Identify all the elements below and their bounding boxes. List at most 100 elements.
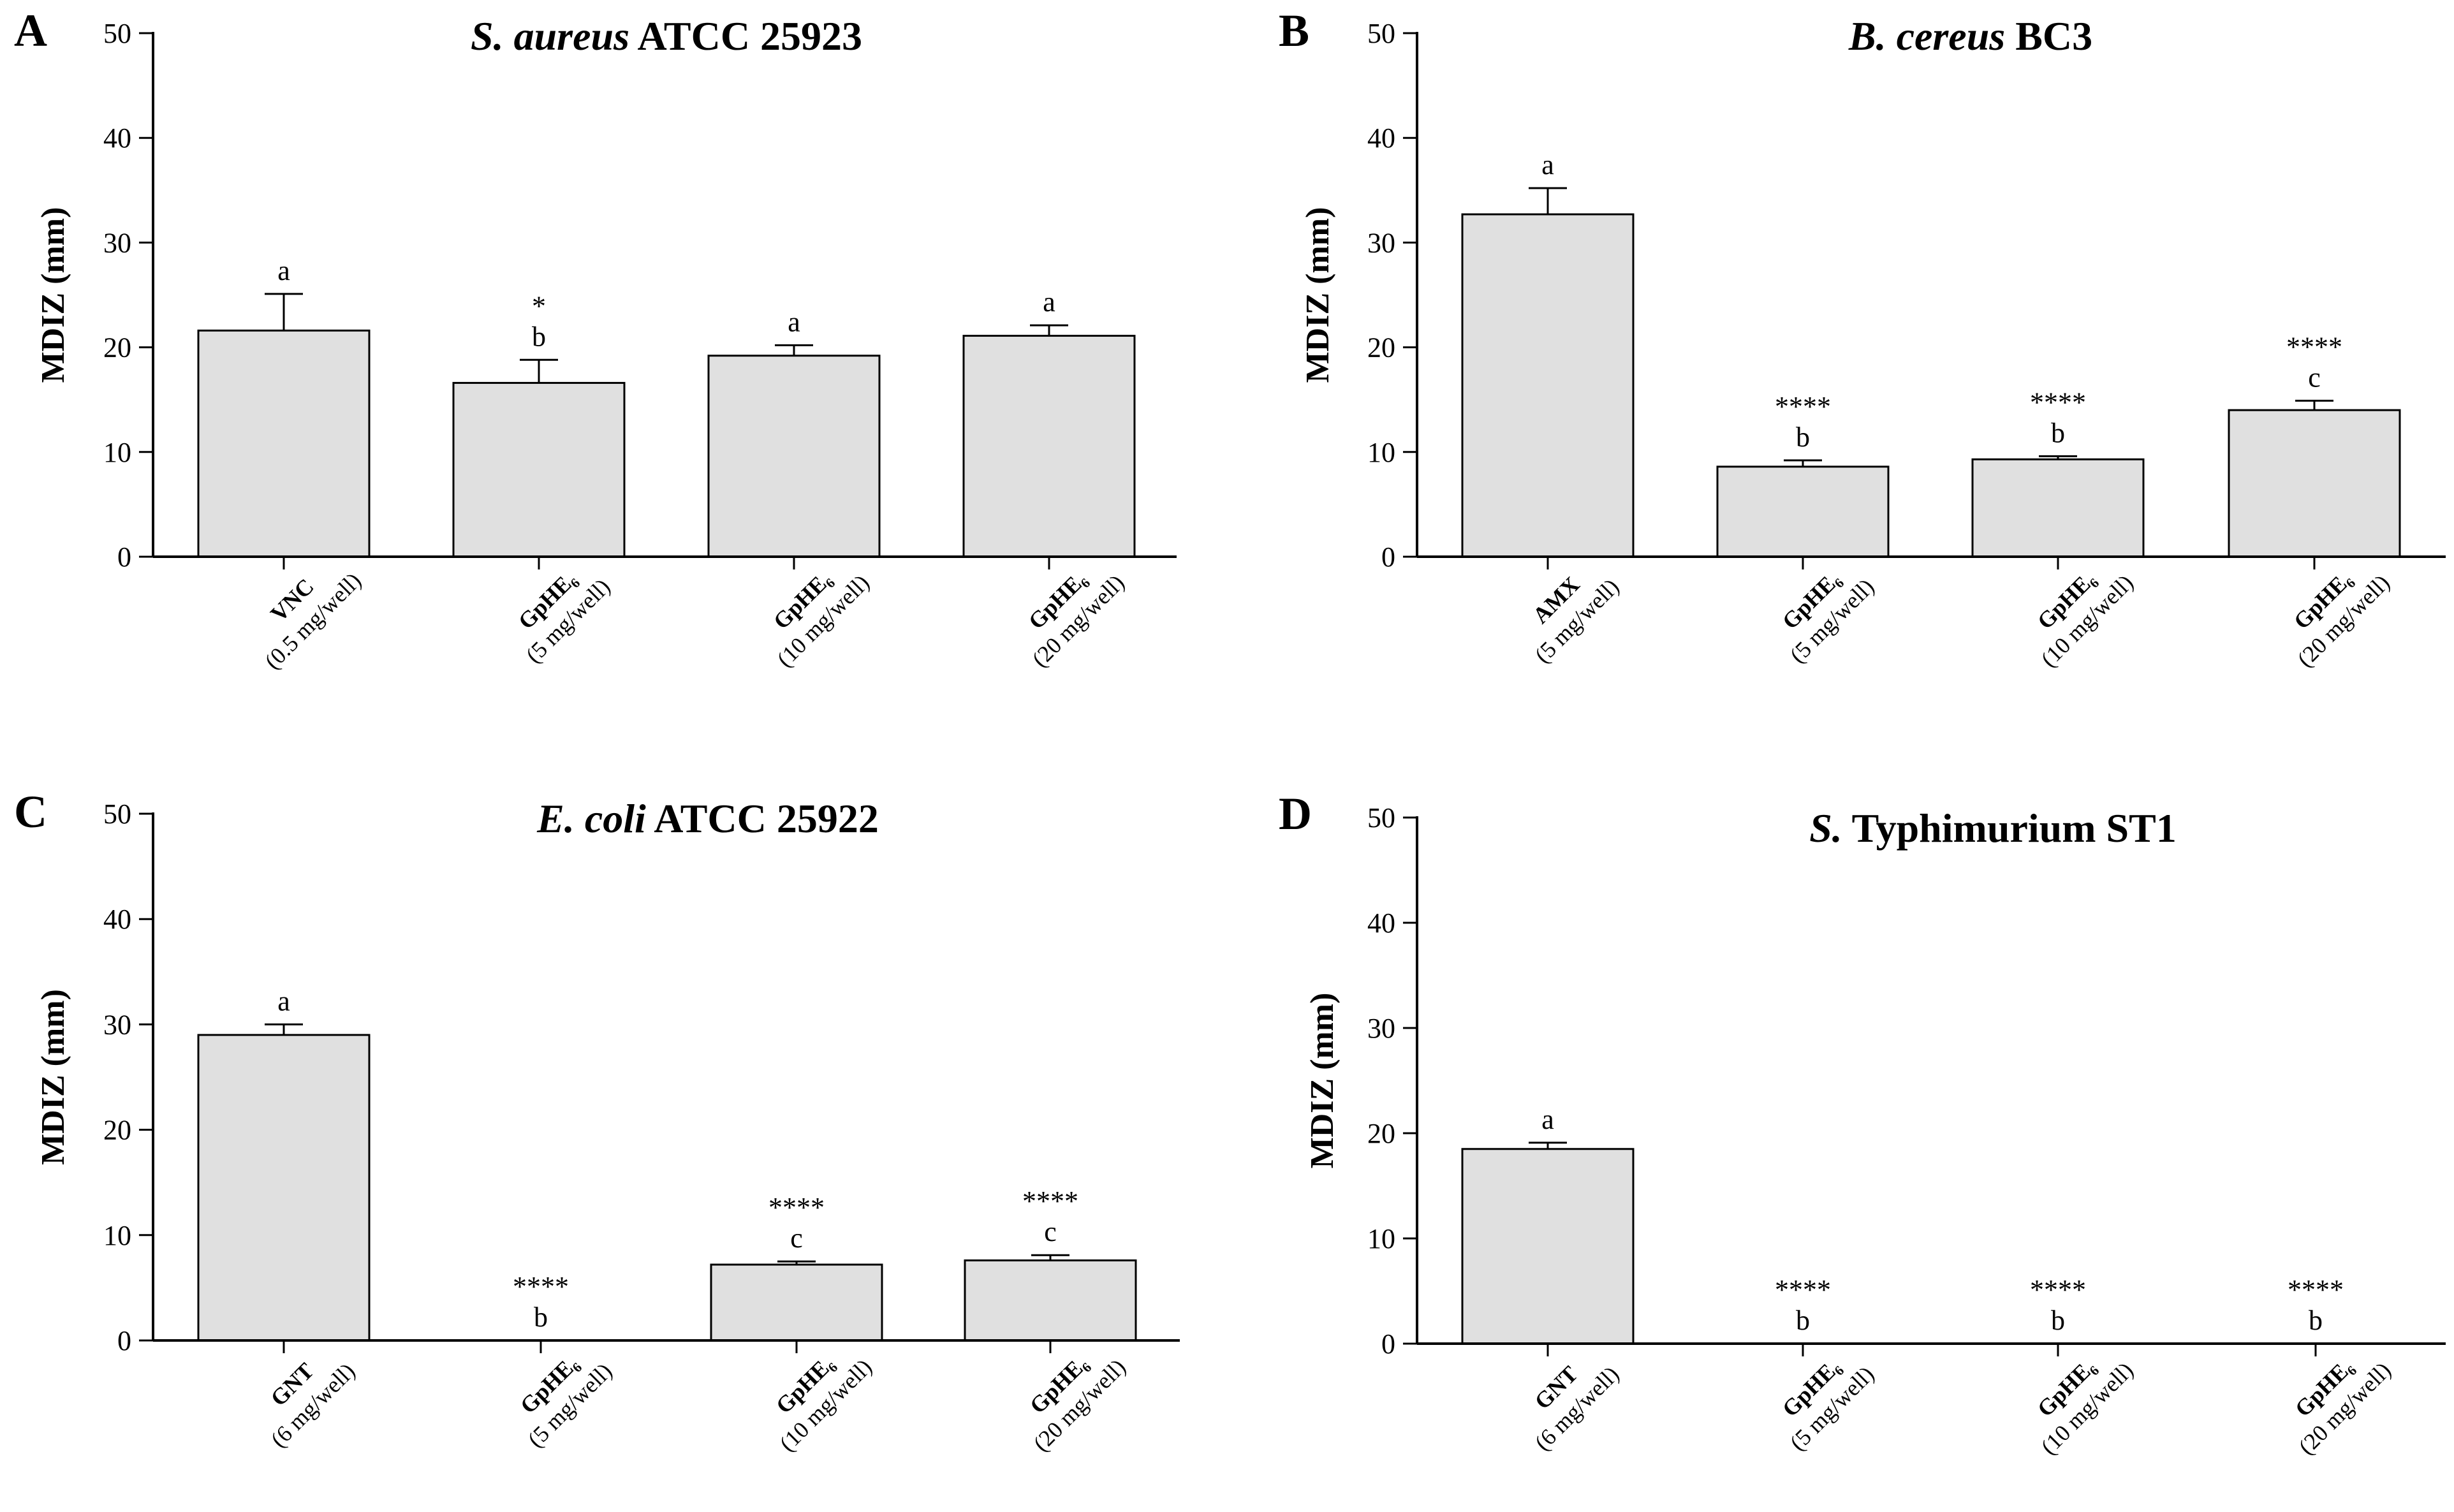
significance-stars: **** [513,1271,569,1302]
significance-stars: * [532,290,546,321]
y-tick-label: 20 [1367,1118,1395,1149]
panel-letter: B [1279,5,1309,56]
x-tick-label: AMX(5 mg/well) [1527,571,1624,668]
y-tick-label: 40 [1367,907,1395,939]
significance-letter: a [788,306,800,337]
y-tick-label: 0 [117,541,131,573]
significance-letter: b [1796,1305,1810,1336]
significance-letter: c [790,1222,803,1254]
significance-letter: a [277,985,290,1017]
bar [1971,458,2145,558]
y-tick-label: 30 [1367,227,1395,258]
y-tick-label: 0 [117,1325,131,1356]
y-tick-label: 30 [103,1009,131,1040]
bar [707,355,881,558]
y-tick-label: 50 [1367,18,1395,49]
bar [452,381,626,558]
bar [962,335,1136,558]
significance-letter: b [534,1302,548,1333]
chart-title-italic: S. aureus [471,13,629,59]
chart-title-italic: S. [1809,805,1842,851]
significance-letter: b [2051,1305,2065,1336]
y-tick-label: 20 [103,332,131,363]
x-tick-label: GpHE₆(10 mg/well) [768,566,874,672]
significance-letter: a [1043,286,1055,318]
bar [1461,1148,1635,1345]
x-tick-label: GpHE₆(10 mg/well) [771,1351,877,1457]
y-tick-label: 10 [103,437,131,468]
x-tick-label: GNT(6 mg/well) [265,1358,360,1452]
x-tick-label: GpHE₆(5 mg/well) [515,1351,617,1453]
significance-stars: **** [1775,391,1831,422]
x-tick-label-dose: (0.5 mg/well) [260,568,366,674]
significance-stars: **** [2286,331,2342,362]
y-tick-label: 30 [103,227,131,258]
chart-title-rest: Typhimurium ST1 [1842,805,2177,851]
x-tick-label: GNT(6 mg/well) [1529,1361,1624,1455]
x-tick-label: GpHE₆(20 mg/well) [2290,1354,2396,1460]
significance-letter: b [2051,417,2065,448]
bar [197,1034,371,1342]
y-tick-label: 40 [1367,122,1395,154]
y-tick-label: 20 [1367,332,1395,363]
y-axis-label: MDIZ (mm) [35,207,71,383]
x-tick-label: GpHE₆(20 mg/well) [2289,566,2395,672]
y-tick-label: 0 [1381,541,1395,573]
x-tick-label: GpHE₆(10 mg/well) [2032,566,2138,672]
significance-letter: b [2309,1305,2323,1336]
significance-stars: **** [1775,1274,1831,1305]
chart-title: S. aureus ATCC 25923 [471,13,862,59]
chart-panel-a: A S. aureus ATCC 25923 MDIZ (mm) a b* a a 0 10 20… [14,5,1177,674]
chart-title: S. Typhimurium ST1 [1809,805,2177,851]
significance-stars: **** [1022,1185,1078,1217]
significance-stars: **** [768,1192,825,1223]
significance-stars: **** [2288,1274,2344,1305]
x-tick-label: GpHE₆(5 mg/well) [1777,1354,1879,1456]
bar [197,329,371,558]
bar [2228,409,2401,558]
y-axis-label: MDIZ (mm) [1304,993,1341,1169]
significance-stars: **** [2030,386,2086,418]
panel-letter: D [1279,788,1312,839]
y-tick-label: 20 [103,1115,131,1146]
y-tick-label: 50 [1367,802,1395,833]
y-tick-label: 10 [103,1220,131,1251]
y-tick-label: 10 [1367,437,1395,468]
chart-title-rest: BC3 [2005,13,2092,59]
x-tick-label: GpHE₆(5 mg/well) [1777,566,1879,668]
chart-title-italic: B. cereus [1848,13,2005,59]
y-tick-label: 40 [103,122,131,154]
y-tick-label: 30 [1367,1013,1395,1044]
x-tick-label: GpHE₆(10 mg/well) [2032,1354,2138,1460]
significance-letter: c [1044,1216,1057,1247]
bar [1716,466,1890,558]
significance-stars: **** [2030,1274,2086,1305]
bar [710,1263,883,1342]
y-tick-label: 40 [103,904,131,935]
y-axis-label: MDIZ (mm) [35,989,71,1165]
x-tick-label: GpHE₆(20 mg/well) [1025,1351,1131,1457]
x-tick-label: GpHE₆(5 mg/well) [513,566,615,668]
x-tick-label: VNC(0.5 mg/well) [260,568,366,674]
significance-letter: a [1541,1104,1554,1135]
significance-letter: c [2308,362,2321,393]
chart-title-italic: E. coli [536,796,646,841]
significance-letter: a [277,255,290,286]
y-tick-label: 0 [1381,1328,1395,1360]
y-tick-label: 50 [103,18,131,49]
significance-letter: b [532,321,546,352]
significance-letter: b [1796,422,1810,453]
chart-title-rest: ATCC 25923 [629,13,862,59]
x-tick-label: GpHE₆(20 mg/well) [1024,566,1129,672]
significance-letter: a [1541,149,1554,180]
chart-title: B. cereus BC3 [1848,13,2092,59]
chart-title: E. coli ATCC 25922 [536,796,879,841]
bar [964,1259,1137,1342]
chart-title-rest: ATCC 25922 [646,796,879,841]
panel-letter: C [14,786,47,837]
y-axis-label: MDIZ (mm) [1300,207,1336,383]
